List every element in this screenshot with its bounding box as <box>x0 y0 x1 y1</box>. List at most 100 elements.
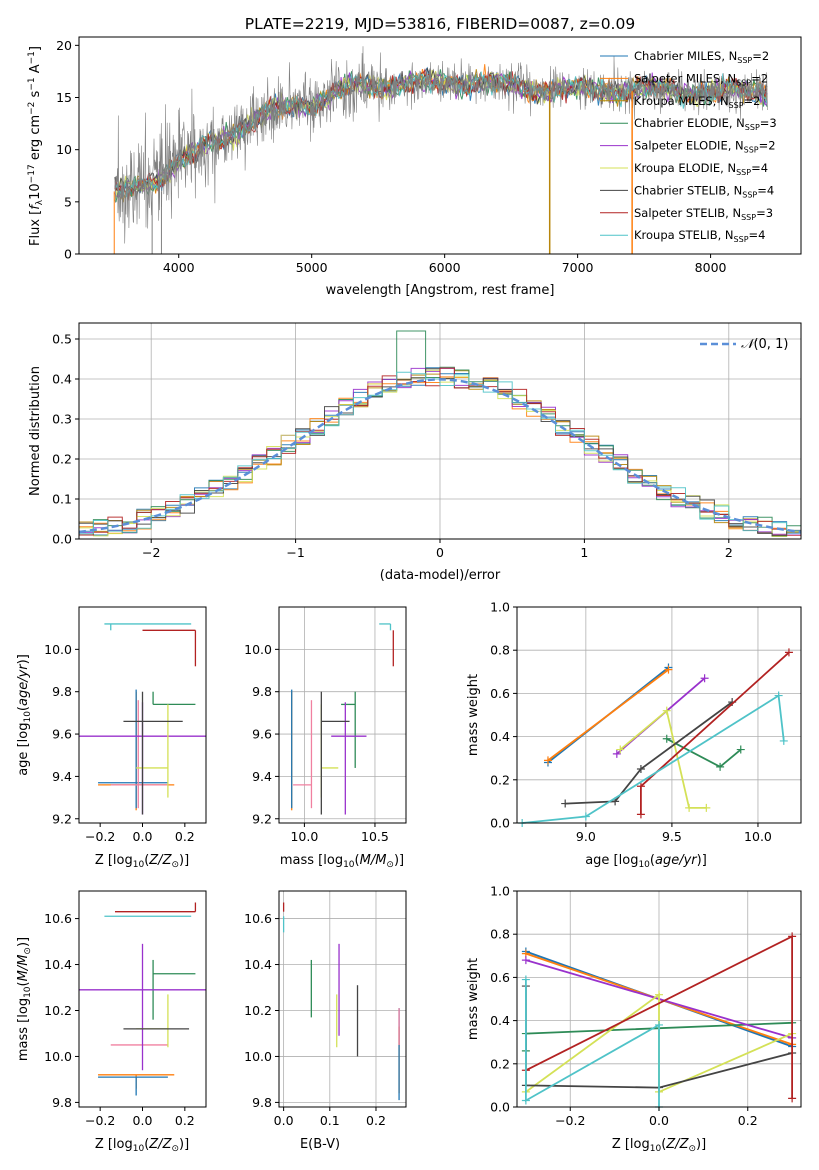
massweight-vs-Z-marker <box>788 932 797 941</box>
age-vs-Z-xtick-label: −0.2 <box>85 829 115 844</box>
mass-vs-EBV-xtick-label: 0.0 <box>274 1113 294 1128</box>
age-Z-ylabel: age [log10(age/yr)] <box>16 654 33 776</box>
mass-vs-Z-points <box>79 902 206 1096</box>
massweight-vs-Z-xtick-label: 0.2 <box>738 1113 758 1128</box>
age-vs-mass-panel: 10.0 10.5 9.2 9.4 9.6 9.8 10.0 <box>244 606 407 844</box>
massweight-vs-Z-ytick-label: 0.4 <box>490 1013 510 1028</box>
massweight-vs-age-marker <box>561 799 570 808</box>
legend-label-8: Kroupa STELIB, NSSP=4 <box>634 228 765 244</box>
massweight-vs-age-line-7 <box>522 694 785 824</box>
massweight-vs-age-marker <box>702 803 711 812</box>
massweight-vs-age-marker <box>774 691 783 700</box>
legend-label-3: Chabrier ELODIE, NSSP=3 <box>634 116 777 132</box>
mass-vs-EBV-ytick-label: 9.8 <box>252 1095 272 1110</box>
massweight-vs-age-line-1 <box>547 668 670 762</box>
mass-vs-EBV-ytick-label: 10.0 <box>244 1049 272 1064</box>
residual-xtick-label: 0 <box>436 545 444 560</box>
massweight-vs-age-axes-frame <box>516 606 802 824</box>
age-Z-xlabel: Z [log10(Z/Z⊙)] <box>95 853 189 870</box>
massweight-vs-age-marker <box>636 765 645 773</box>
age-vs-Z-ytick-label: 9.8 <box>52 684 72 699</box>
massweight-vs-age-xtick-label: 9.5 <box>662 829 682 844</box>
spectrum-xtick-label: 4000 <box>163 260 195 275</box>
massweight-vs-age-ytick-label: 0.8 <box>490 643 510 658</box>
mass-vs-Z-ytick-label: 10.0 <box>44 1049 72 1064</box>
massweight-vs-Z-ytick-label: 0.2 <box>490 1056 510 1071</box>
mass-vs-Z-xtick-label: 0.0 <box>133 1113 153 1128</box>
mass-vs-EBV-ytick-label: 10.6 <box>244 911 272 926</box>
massweight-vs-age-marker <box>700 674 709 683</box>
age-vs-Z-ytick-label: 9.4 <box>52 769 72 784</box>
mass-vs-EBV-xtick-label: 0.2 <box>366 1113 386 1128</box>
spectrum-xtick-label: 7000 <box>562 260 594 275</box>
residual-ytick-label: 0.0 <box>52 532 72 547</box>
spectrum-plot-area <box>113 46 768 254</box>
massweight-vs-Z-marker <box>788 1094 797 1103</box>
residual-xtick-label: −2 <box>142 545 160 560</box>
mass-vs-EBV-ytick-label: 10.2 <box>244 1003 272 1018</box>
massweight-vs-age-line-5 <box>565 701 733 805</box>
age-vs-mass-axes-frame <box>278 606 407 824</box>
massweight-vs-age-marker <box>664 665 673 674</box>
massweight-vs-Z-marker <box>521 1096 530 1105</box>
massweight-vs-age-marker <box>662 734 671 743</box>
age-vs-mass-xtick-label: 10.5 <box>361 829 389 844</box>
spectrum-legend: Chabrier MILES, NSSP=2 Salpeter MILES, NS… <box>600 49 777 244</box>
massweight-vs-Z-ytick-label: 0.8 <box>490 927 510 942</box>
residual-ytick-label: 0.2 <box>52 452 72 467</box>
spectrum-xlabel: wavelength [Angstrom, rest frame] <box>326 283 555 298</box>
massweight-vs-age-marker <box>784 648 793 657</box>
spectrum-axes-frame <box>78 36 802 255</box>
age-vs-Z-xtick-label: 0.2 <box>175 829 195 844</box>
spectrum-xtick-label: 8000 <box>695 260 727 275</box>
mass-vs-EBV-ytick-label: 10.4 <box>244 957 272 972</box>
age-mass-xlabel: mass [log10(M/M⊙)] <box>280 853 404 870</box>
massweight-vs-age-marker <box>612 749 621 758</box>
mass-vs-Z-panel: −0.2 0.0 0.2 9.8 10.0 10.2 10.4 10.6 <box>44 890 207 1128</box>
age-vs-mass-ytick-label: 9.8 <box>252 684 272 699</box>
spectrum-axes: 4000 5000 6000 7000 8000 0 5 10 15 20 <box>56 38 726 275</box>
figure-title: PLATE=2219, MJD=53816, FIBERID=0087, z=0… <box>245 15 635 33</box>
massweight-vs-Z-ytick-label: 0.0 <box>490 1100 510 1115</box>
age-vs-mass-ytick-label: 9.4 <box>252 769 272 784</box>
massweight-vs-age-ytick-label: 0.0 <box>490 816 510 831</box>
mw-Z-ylabel: mass weight <box>466 958 481 1040</box>
mass-vs-Z-ytick-label: 10.6 <box>44 911 72 926</box>
legend-label-5: Kroupa ELODIE, NSSP=4 <box>634 161 768 177</box>
massweight-vs-age-marker <box>543 756 552 765</box>
mass-vs-Z-ytick-label: 9.8 <box>52 1095 72 1110</box>
mass-vs-EBV-points <box>282 902 400 1101</box>
massweight-vs-age-ytick-label: 0.6 <box>490 686 510 701</box>
spectrum-ytick-label: 5 <box>64 194 72 209</box>
age-vs-Z-xtick-label: 0.0 <box>133 829 153 844</box>
age-vs-Z-points <box>79 623 206 815</box>
massweight-vs-age-panel: 9.0 9.5 10.0 0.0 0.2 0.4 0.6 0.8 1.0 <box>490 600 802 844</box>
legend-label-6: Chabrier STELIB, NSSP=4 <box>634 183 774 199</box>
mass-vs-Z-ytick-label: 10.2 <box>44 1003 72 1018</box>
age-vs-mass-ytick-label: 9.2 <box>252 811 272 826</box>
massweight-vs-age-ytick-label: 0.2 <box>490 772 510 787</box>
age-vs-mass-ytick-label: 9.6 <box>252 727 272 742</box>
spectrum-ytick-label: 15 <box>56 90 72 105</box>
massweight-vs-age-marker <box>716 762 725 771</box>
residual-axes: −2 −1 0 1 2 0.0 0.1 0.2 0.3 0.4 0.5 <box>52 332 733 561</box>
residual-legend: 𝒩(0, 1) <box>700 337 788 352</box>
mass-vs-Z-xtick-label: −0.2 <box>85 1113 115 1128</box>
massweight-vs-age-ytick-label: 1.0 <box>490 600 510 615</box>
residual-ytick-label: 0.3 <box>52 412 72 427</box>
age-vs-Z-ytick-label: 10.0 <box>44 642 72 657</box>
massweight-vs-age-marker <box>581 812 590 821</box>
residual-plot-area <box>78 330 802 539</box>
residual-ytick-label: 0.5 <box>52 332 72 347</box>
massweight-vs-age-xtick-label: 10.0 <box>744 829 772 844</box>
age-vs-mass-xtick-label: 10.0 <box>290 829 318 844</box>
spectrum-ytick-label: 0 <box>64 247 72 262</box>
mass-vs-Z-ytick-label: 10.4 <box>44 957 72 972</box>
spectrum-xtick-label: 6000 <box>429 260 461 275</box>
massweight-vs-Z-marker <box>655 990 663 999</box>
massweight-vs-Z-ytick-label: 0.6 <box>490 970 510 985</box>
massweight-vs-age-ytick-label: 0.4 <box>490 729 510 744</box>
gaussian-legend-label: 𝒩(0, 1) <box>741 337 788 352</box>
mass-vs-EBV-panel: 0.0 0.1 0.2 9.8 10.0 10.2 10.4 10.6 <box>244 890 407 1128</box>
